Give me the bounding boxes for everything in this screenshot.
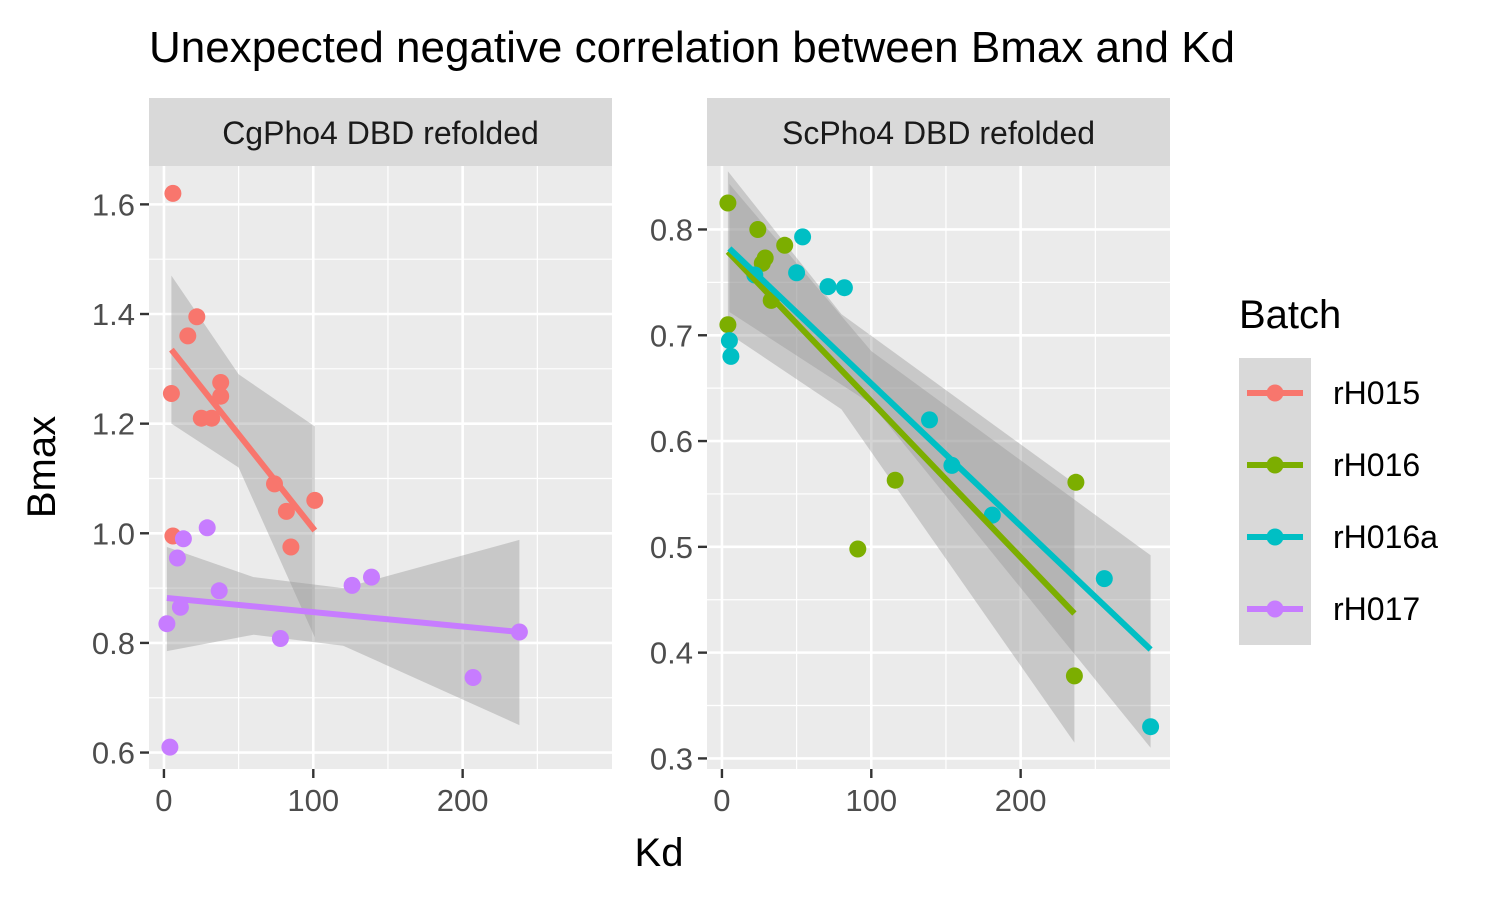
data-point-rh015 — [179, 327, 197, 345]
data-point-rh016 — [886, 471, 904, 489]
data-point-rh015 — [203, 409, 221, 427]
data-point-rh015 — [277, 502, 295, 520]
data-point-rh015 — [212, 387, 230, 405]
x-tick-label: 0 — [713, 783, 730, 818]
x-tick-label: 100 — [287, 783, 339, 818]
y-tick-label: 1.2 — [92, 407, 135, 442]
data-point-rh016a — [794, 228, 812, 246]
panel-scpho4: ScPho4 DBD refolded 0.3 0.4 0.5 0.6 0.7 0.8 0 1… — [650, 98, 1170, 818]
data-point-rh016a — [1142, 718, 1160, 736]
data-point-rh016a — [921, 411, 938, 429]
legend-label: rH015 — [1333, 375, 1420, 411]
panel-background — [149, 166, 612, 769]
facet-strip — [707, 98, 1170, 166]
y-tick-label: 0.6 — [650, 424, 693, 459]
data-point-rh016 — [1067, 473, 1085, 491]
legend-label: rH016a — [1333, 519, 1438, 555]
facet-strip — [149, 98, 612, 166]
data-point-rh016a — [788, 264, 806, 282]
x-tick-label: 100 — [845, 783, 897, 818]
fit-line-rh016a — [727, 246, 1153, 652]
confidence-band-rh015 — [171, 275, 315, 638]
facet-label: CgPho4 DBD refolded — [222, 115, 539, 151]
x-tick-label: 200 — [437, 783, 489, 818]
data-point-rh017 — [161, 738, 179, 756]
x-tick-label: 200 — [995, 783, 1047, 818]
data-point-rh016a — [722, 347, 740, 365]
y-tick-label: 0.5 — [650, 530, 693, 565]
data-point-rh017 — [271, 630, 289, 647]
legend-label: rH017 — [1333, 591, 1420, 627]
y-tick-label: 1.0 — [92, 516, 135, 551]
data-point-rh016 — [749, 221, 767, 238]
legend: Batch rH015 rH016 rH016a rH017 — [1239, 293, 1438, 645]
legend-title: Batch — [1239, 293, 1341, 337]
data-point-rh016 — [719, 316, 737, 334]
data-point-rh016 — [1065, 667, 1083, 685]
data-point-rh016a — [819, 278, 837, 296]
data-point-rh016a — [720, 332, 738, 350]
fit-line-rh017 — [166, 595, 520, 635]
x-axis-label: Kd — [635, 831, 684, 875]
data-point-rh015 — [282, 538, 300, 556]
data-point-rh015 — [164, 184, 182, 202]
data-point-rh017 — [168, 549, 186, 567]
y-tick-label: 0.6 — [92, 736, 135, 771]
data-point-rh016a — [1095, 570, 1113, 588]
chart-title: Unexpected negative correlation between … — [149, 23, 1235, 72]
data-point-rh017 — [464, 669, 482, 686]
data-point-rh017 — [158, 615, 176, 633]
data-point-rh016 — [756, 249, 774, 267]
legend-label: rH016 — [1333, 447, 1420, 483]
y-tick-label: 1.6 — [92, 187, 135, 222]
data-point-rh016 — [849, 540, 867, 558]
data-point-rh015 — [306, 491, 324, 509]
y-tick-label: 0.3 — [650, 741, 693, 776]
panel-cgpho4: CgPho4 DBD refolded 0.6 0.8 1.0 1.2 1.4 1.6 0 1… — [92, 98, 612, 818]
data-point-rh017 — [210, 582, 228, 600]
x-tick-label: 0 — [155, 783, 172, 818]
data-point-rh017 — [198, 519, 216, 537]
legend-key-point — [1266, 456, 1284, 474]
legend-key-point — [1266, 384, 1284, 402]
fit-line-rh016 — [725, 249, 1077, 616]
confidence-band-rh016a — [729, 184, 1151, 748]
data-point-rh017 — [174, 530, 192, 548]
legend-key-background — [1239, 358, 1311, 645]
y-tick-label: 1.4 — [92, 297, 135, 332]
fit-line-rh015 — [169, 347, 318, 533]
y-tick-label: 0.4 — [650, 636, 693, 671]
data-point-rh015 — [212, 374, 230, 391]
y-tick-label: 0.8 — [650, 212, 693, 247]
data-point-rh017 — [171, 598, 189, 616]
confidence-band-rh017 — [166, 539, 520, 726]
confidence-band-rh016 — [727, 171, 1075, 743]
data-point-rh016 — [719, 194, 737, 212]
y-tick-label: 0.7 — [650, 318, 693, 353]
data-point-rh015 — [188, 308, 206, 326]
data-point-rh016a — [835, 279, 853, 297]
data-point-rh015 — [162, 385, 180, 402]
data-point-rh016 — [776, 236, 794, 254]
y-axis-label: Bmax — [20, 416, 64, 518]
facet-label: ScPho4 DBD refolded — [782, 115, 1095, 151]
data-point-rh017 — [363, 568, 380, 586]
legend-key-point — [1266, 528, 1284, 546]
y-tick-label: 0.8 — [92, 626, 135, 661]
data-point-rh017 — [343, 576, 361, 594]
legend-key-point — [1266, 600, 1284, 618]
